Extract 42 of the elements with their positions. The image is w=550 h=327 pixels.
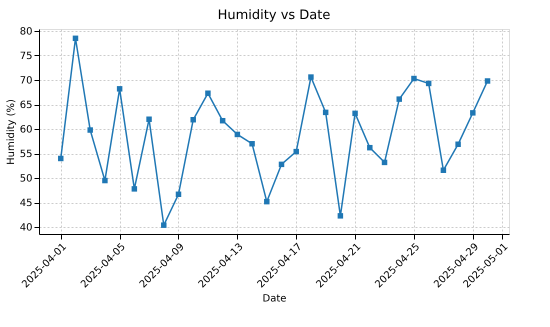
point (426, 80, 432, 86)
point (308, 74, 314, 80)
point (220, 118, 226, 124)
point (58, 156, 64, 162)
point (249, 141, 255, 146)
point (132, 186, 138, 192)
point (322, 110, 328, 116)
point (293, 148, 299, 154)
point (234, 132, 240, 138)
y-tick-label: 60 (20, 124, 32, 136)
point (102, 178, 108, 184)
point (440, 168, 446, 173)
point (470, 110, 476, 116)
point (146, 116, 152, 122)
point (338, 213, 344, 219)
y-tick-label: 45 (20, 198, 32, 210)
y-axis-title: Humidity (%) (6, 98, 17, 165)
y-tick-label: 75 (20, 50, 32, 62)
y-tick-label: 80 (20, 26, 32, 38)
point (352, 110, 358, 116)
point (455, 142, 461, 147)
point (72, 36, 78, 42)
point (367, 144, 373, 150)
point (87, 127, 93, 133)
y-tick-label: 50 (20, 174, 32, 185)
point (116, 86, 122, 92)
y-tick-label: 40 (20, 222, 32, 234)
point (176, 192, 182, 198)
x-axis-title: Date (262, 294, 286, 305)
y-tick-label: 70 (20, 76, 32, 87)
point (396, 96, 402, 102)
point (161, 222, 167, 228)
point (411, 76, 417, 82)
y-tick-label: 65 (20, 100, 32, 112)
point (382, 160, 388, 166)
point (278, 162, 284, 168)
point (205, 90, 211, 96)
point (264, 198, 270, 204)
point (484, 78, 490, 84)
chart-title: Humidity vs Date (218, 8, 330, 23)
point (190, 116, 196, 122)
y-tick-label: 55 (20, 149, 32, 160)
